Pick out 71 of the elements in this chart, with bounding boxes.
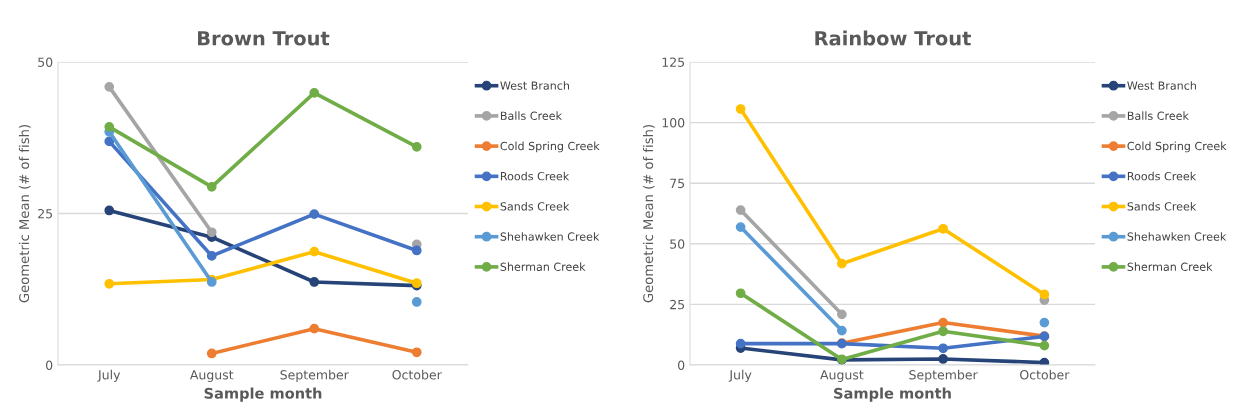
- legend-label: Sherman Creek: [500, 262, 586, 271]
- point: [104, 81, 115, 92]
- point: [938, 317, 948, 328]
- y-axis-title: Geometric Mean (# of fish): [642, 125, 655, 303]
- point: [206, 181, 217, 192]
- legend-label: Cold Spring Creek: [1127, 141, 1227, 153]
- point: [104, 205, 115, 216]
- x-tick-label: August: [189, 370, 234, 382]
- point: [309, 209, 320, 219]
- point: [735, 104, 746, 114]
- y-tick-label: 75: [670, 178, 685, 189]
- legend-label: West Branch: [1127, 81, 1196, 90]
- x-tick-label: July: [728, 369, 752, 382]
- point: [938, 223, 948, 234]
- point: [104, 136, 115, 147]
- point: [309, 323, 320, 334]
- y-tick-label: 0: [46, 360, 53, 370]
- point: [837, 309, 847, 320]
- x-axis-title: Sample month: [204, 387, 322, 402]
- point: [837, 325, 847, 336]
- legend-label: Shehawken Creek: [500, 232, 600, 241]
- y-tick-label: 100: [662, 118, 685, 128]
- y-tick-label: 25: [670, 299, 685, 310]
- point: [938, 343, 948, 354]
- y-tick-label: 125: [662, 57, 685, 67]
- point: [411, 297, 422, 307]
- legend-label: Sands Creek: [1127, 201, 1197, 211]
- legend-label: Roods Creek: [1127, 171, 1197, 181]
- legend-label: Balls Creek: [500, 111, 562, 120]
- x-tick-label: October: [1020, 369, 1070, 380]
- legend-label: Balls Creek: [1127, 111, 1189, 120]
- point: [837, 258, 847, 269]
- point: [735, 338, 746, 349]
- x-axis-title: Sample month: [834, 387, 951, 402]
- x-tick-label: August: [820, 370, 864, 382]
- y-tick-label: 50: [38, 57, 53, 67]
- y-axis-title: Geometric Mean (# of fish): [18, 125, 31, 303]
- legend-label: Shehawken Creek: [1127, 232, 1227, 241]
- x-tick-label: July: [97, 369, 121, 382]
- point: [938, 354, 948, 364]
- point: [735, 222, 746, 232]
- point: [735, 205, 746, 215]
- point: [411, 347, 422, 358]
- legend-label: Cold Spring Creek: [500, 141, 600, 153]
- point: [735, 288, 746, 299]
- y-tick-label: 0: [678, 360, 685, 370]
- point: [1039, 317, 1050, 328]
- x-tick-label: September: [280, 369, 349, 382]
- legend-label: Sherman Creek: [1127, 262, 1213, 271]
- point: [309, 246, 320, 257]
- chart-title: Rainbow Trout: [815, 30, 971, 46]
- point: [1039, 340, 1050, 351]
- point: [1039, 289, 1050, 300]
- x-tick-label: September: [909, 369, 978, 382]
- legend-label: Sands Creek: [500, 201, 570, 211]
- point: [938, 326, 948, 337]
- y-tick-label: 25: [38, 208, 53, 219]
- point: [411, 245, 422, 256]
- point: [411, 141, 422, 152]
- point: [206, 227, 217, 238]
- point: [309, 88, 320, 98]
- point: [309, 277, 320, 287]
- point: [104, 278, 115, 289]
- legend-label: West Branch: [500, 81, 569, 90]
- point: [206, 251, 217, 261]
- chart-title: Brown Trout: [198, 31, 330, 46]
- point: [104, 121, 115, 132]
- x-tick-label: October: [392, 369, 442, 380]
- y-tick-label: 50: [670, 239, 685, 249]
- point: [206, 348, 217, 359]
- legend-label: Roods Creek: [500, 171, 570, 181]
